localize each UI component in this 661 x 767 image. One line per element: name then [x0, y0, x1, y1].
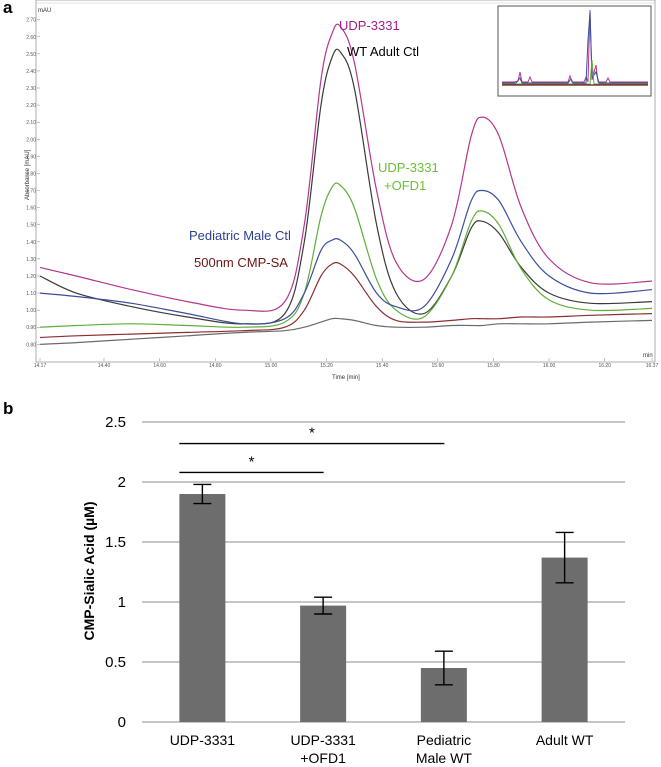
y-tick-label: 2.60	[26, 35, 36, 41]
category-label: Pediatric	[417, 732, 471, 748]
y-tick-label: 1.10	[26, 291, 36, 297]
bar-chart-category-labels: UDP-3331 UDP-3331 +OFD1 Pediatric Male WT Adu…	[170, 732, 594, 766]
y-tick-label: 1.70	[26, 189, 36, 195]
inset-overview	[497, 5, 652, 97]
significance-markers: **	[179, 425, 445, 474]
y-tick-label: 1.40	[26, 240, 36, 246]
inset-frame	[497, 5, 652, 97]
trace-wt-adult-ctl	[39, 48, 653, 325]
chromatogram-panel: mAU min Time [min] Absorbance [mAU] 0.80…	[25, 0, 658, 381]
category-label: Adult WT	[536, 732, 594, 748]
trace-label-udp-3331-ofd1-line2: +OFD1	[384, 178, 426, 193]
y-tick-label: 2.50	[26, 52, 36, 58]
trace-udp-3331	[39, 23, 653, 312]
category-label: UDP-3331	[290, 732, 356, 748]
bar-chart-y-ticks: 0 0.5 1 1.5 2 2.5	[105, 414, 126, 731]
bar-1	[300, 605, 347, 722]
category-label: UDP-3331	[170, 732, 236, 748]
x-tick-label: 14.17	[34, 363, 47, 369]
x-tick-label: 14.80	[209, 363, 222, 369]
inset-trace-blue	[502, 11, 648, 84]
y-axis-title: Absorbance [mAU]	[25, 149, 31, 200]
y-tick-label: 2.20	[26, 103, 36, 109]
inset-trace-pink	[502, 9, 648, 83]
x-axis-title: Time [min]	[332, 375, 360, 381]
y-tick-label: 1.80	[26, 171, 36, 177]
y-tick-label: 2.70	[26, 18, 36, 24]
bar-y-tick-label: 2.5	[105, 414, 126, 431]
x-tick-label: 15.20	[320, 363, 333, 369]
significance-star: *	[309, 425, 315, 442]
x-tick-label: 14.40	[98, 363, 111, 369]
trace-label-wt-adult-ctl: WT Adult Ctl	[347, 44, 419, 59]
bar-y-tick-label: 0.5	[105, 654, 126, 671]
x-tick-label: 15.00	[265, 363, 278, 369]
bar-y-tick-label: 1.5	[105, 534, 126, 551]
x-tick-label: 15.40	[376, 363, 389, 369]
y-tick-label: 0.80	[26, 342, 36, 348]
category-label: +OFD1	[300, 750, 346, 766]
x-tick-label: 15.80	[487, 363, 500, 369]
y-tick-label: 1.00	[26, 308, 36, 314]
trace-baseline	[39, 317, 653, 345]
y-tick-label: 2.00	[26, 137, 36, 143]
chromatogram-y-ticks: 0.80 0.90 1.00 1.10 1.20 1.30 1.40 1.50 1.60 1.70…	[26, 18, 40, 348]
x-tick-label: 16.20	[598, 363, 611, 369]
x-tick-label: 16.37	[646, 363, 659, 369]
panel-b-label: b	[3, 399, 13, 418]
bar-y-tick-label: 0	[118, 714, 126, 731]
bar-chart-bars	[179, 494, 588, 722]
inset-trace-green	[502, 59, 648, 85]
y-tick-label: 0.90	[26, 325, 36, 331]
category-label: Male WT	[416, 750, 472, 766]
y-tick-label: 2.40	[26, 69, 36, 75]
bar-chart-y-axis-title: CMP-Sialic Acid (µM)	[81, 501, 97, 640]
bar-y-tick-label: 2	[118, 474, 126, 491]
trace-500nm-cmp-sa	[39, 261, 653, 339]
y-tick-label: 1.20	[26, 274, 36, 280]
trace-udp-3331-ofd1	[39, 182, 653, 328]
trace-label-udp-3331-ofd1-line1: UDP-3331	[378, 160, 439, 175]
x-unit-label: min	[643, 353, 653, 359]
bar-chart-panel: 0 0.5 1 1.5 2 2.5 UDP-3331 UDP-3331 +OFD1 Pediat…	[81, 414, 625, 766]
y-tick-label: 1.30	[26, 257, 36, 263]
chromatogram-x-ticks: 14.17 14.40 14.60 14.80 15.00 15.20 15.40 15.60…	[34, 358, 659, 369]
trace-label-udp-3331: UDP-3331	[339, 18, 400, 33]
trace-label-pediatric-male-ctl: Pediatric Male Ctl	[189, 228, 291, 243]
chromatogram-traces	[39, 23, 653, 345]
x-tick-label: 14.60	[153, 363, 166, 369]
y-tick-label: 1.50	[26, 223, 36, 229]
y-tick-label: 1.90	[26, 154, 36, 160]
panel-a-label: a	[3, 0, 13, 17]
y-tick-label: 2.10	[26, 120, 36, 126]
trace-label-cmp-sa: 500nm CMP-SA	[194, 255, 288, 270]
bar-3	[541, 557, 588, 722]
y-tick-label: 2.30	[26, 86, 36, 92]
bar-0	[179, 494, 226, 722]
bar-y-tick-label: 1	[118, 594, 126, 611]
y-tick-label: 1.60	[26, 206, 36, 212]
x-tick-label: 15.60	[432, 363, 445, 369]
y-unit-label: mAU	[38, 8, 51, 14]
significance-star: *	[249, 453, 255, 470]
x-tick-label: 16.00	[543, 363, 556, 369]
trace-pediatric-male-ctl	[39, 189, 653, 325]
bar-chart-error-bars	[193, 483, 574, 686]
